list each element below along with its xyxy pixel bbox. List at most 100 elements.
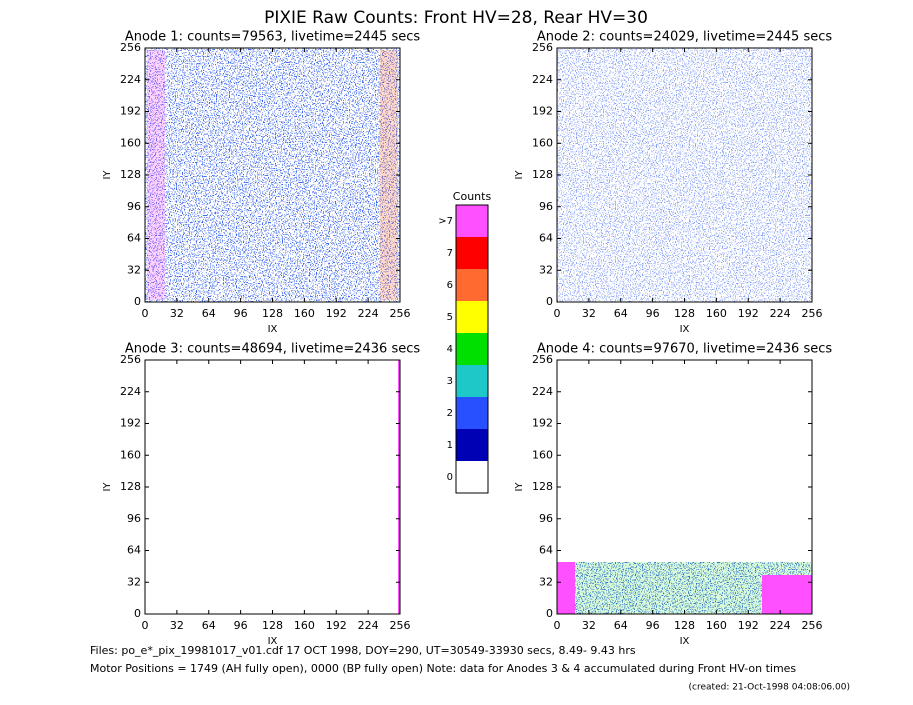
x-tick-label: 192 — [738, 619, 759, 632]
x-tick-label: 0 — [554, 619, 561, 632]
colorbar-swatch — [456, 333, 488, 365]
y-tick-label: 64 — [539, 232, 553, 245]
count-image — [145, 48, 400, 302]
y-tick-label: 0 — [134, 607, 141, 620]
x-tick-label: 128 — [262, 307, 283, 320]
x-tick-label: 224 — [358, 307, 379, 320]
colorbar-title: Counts — [453, 190, 492, 203]
y-axis-label: IY — [102, 482, 113, 492]
colorbar-label: 3 — [447, 376, 453, 387]
y-tick-label: 128 — [532, 168, 553, 181]
y-tick-label: 256 — [532, 353, 553, 366]
x-tick-label: 96 — [646, 619, 660, 632]
x-tick-label: 160 — [294, 307, 315, 320]
page-title: PIXIE Raw Counts: Front HV=28, Rear HV=3… — [264, 8, 648, 28]
y-tick-label: 64 — [127, 232, 141, 245]
y-tick-label: 128 — [532, 480, 553, 493]
hot-edge — [380, 50, 398, 300]
x-tick-label: 192 — [738, 307, 759, 320]
plot-title: Anode 3: counts=48694, livetime=2436 sec… — [125, 342, 421, 357]
colorbar-swatch — [456, 365, 488, 397]
y-tick-label: 32 — [127, 575, 141, 588]
x-tick-label: 128 — [674, 619, 695, 632]
hot-edge — [557, 562, 575, 614]
colorbar-swatch — [456, 237, 488, 269]
colorbar-label: 1 — [447, 440, 453, 451]
y-tick-label: 192 — [120, 105, 141, 118]
x-axis-label: IX — [268, 636, 278, 647]
colorbar-swatch — [456, 461, 488, 493]
x-tick-label: 64 — [614, 619, 628, 632]
plot-frame — [144, 359, 401, 615]
hot-edge — [147, 50, 165, 300]
x-tick-label: 64 — [202, 307, 216, 320]
y-tick-label: 32 — [539, 575, 553, 588]
y-axis-label: IY — [514, 170, 525, 180]
y-tick-label: 64 — [127, 544, 141, 557]
y-tick-label: 64 — [539, 544, 553, 557]
colorbar-label: >7 — [438, 216, 453, 227]
colorbar-label: 6 — [447, 280, 453, 291]
plot-title: Anode 2: counts=24029, livetime=2445 sec… — [537, 30, 833, 45]
x-axis-label: IX — [680, 636, 690, 647]
x-tick-label: 224 — [358, 619, 379, 632]
x-tick-label: 128 — [674, 307, 695, 320]
x-tick-label: 256 — [802, 619, 823, 632]
colorbar-swatch — [456, 397, 488, 429]
y-tick-label: 160 — [120, 136, 141, 149]
y-tick-label: 32 — [127, 263, 141, 276]
x-tick-label: 0 — [554, 307, 561, 320]
footer-files: Files: po_e*_pix_19981017_v01.cdf 17 OCT… — [90, 644, 636, 657]
y-tick-label: 160 — [532, 448, 553, 461]
x-tick-label: 256 — [390, 619, 411, 632]
plot-title: Anode 1: counts=79563, livetime=2445 sec… — [125, 30, 421, 45]
count-image — [557, 48, 812, 302]
y-tick-label: 224 — [532, 73, 553, 86]
colorbar-label: 7 — [447, 248, 453, 259]
colorbar-swatch — [456, 269, 488, 301]
x-tick-label: 256 — [802, 307, 823, 320]
x-tick-label: 32 — [170, 619, 184, 632]
colorbar-swatch — [456, 205, 488, 237]
x-tick-label: 160 — [706, 619, 727, 632]
footer-motor: Motor Positions = 1749 (AH fully open), … — [90, 662, 796, 675]
x-tick-label: 224 — [770, 619, 791, 632]
x-tick-label: 96 — [234, 307, 248, 320]
colorbar-label: 5 — [447, 312, 453, 323]
y-tick-label: 224 — [120, 73, 141, 86]
y-tick-label: 128 — [120, 168, 141, 181]
footer-created: (created: 21-Oct-1998 04:08:06.00) — [689, 683, 850, 693]
x-tick-label: 160 — [294, 619, 315, 632]
hot-edge — [762, 575, 812, 614]
x-tick-label: 32 — [582, 619, 596, 632]
x-tick-label: 32 — [582, 307, 596, 320]
x-tick-label: 192 — [326, 307, 347, 320]
y-tick-label: 224 — [120, 385, 141, 398]
y-tick-label: 256 — [120, 41, 141, 54]
plot-title: Anode 4: counts=97670, livetime=2436 sec… — [537, 342, 833, 357]
x-tick-label: 64 — [614, 307, 628, 320]
colorbar-label: 0 — [447, 472, 453, 483]
x-tick-label: 96 — [646, 307, 660, 320]
y-tick-label: 160 — [532, 136, 553, 149]
x-tick-label: 256 — [390, 307, 411, 320]
y-axis-label: IY — [514, 482, 525, 492]
x-axis-label: IX — [268, 324, 278, 335]
y-tick-label: 96 — [127, 512, 141, 525]
y-tick-label: 96 — [539, 512, 553, 525]
x-tick-label: 128 — [262, 619, 283, 632]
y-axis-label: IY — [102, 170, 113, 180]
x-tick-label: 32 — [170, 307, 184, 320]
y-tick-label: 0 — [546, 295, 553, 308]
colorbar-swatch — [456, 429, 488, 461]
y-tick-label: 0 — [546, 607, 553, 620]
x-tick-label: 224 — [770, 307, 791, 320]
y-tick-label: 0 — [134, 295, 141, 308]
x-tick-label: 160 — [706, 307, 727, 320]
y-tick-label: 192 — [532, 105, 553, 118]
y-tick-label: 192 — [120, 417, 141, 430]
y-tick-label: 96 — [127, 200, 141, 213]
x-tick-label: 192 — [326, 619, 347, 632]
x-tick-label: 0 — [142, 307, 149, 320]
